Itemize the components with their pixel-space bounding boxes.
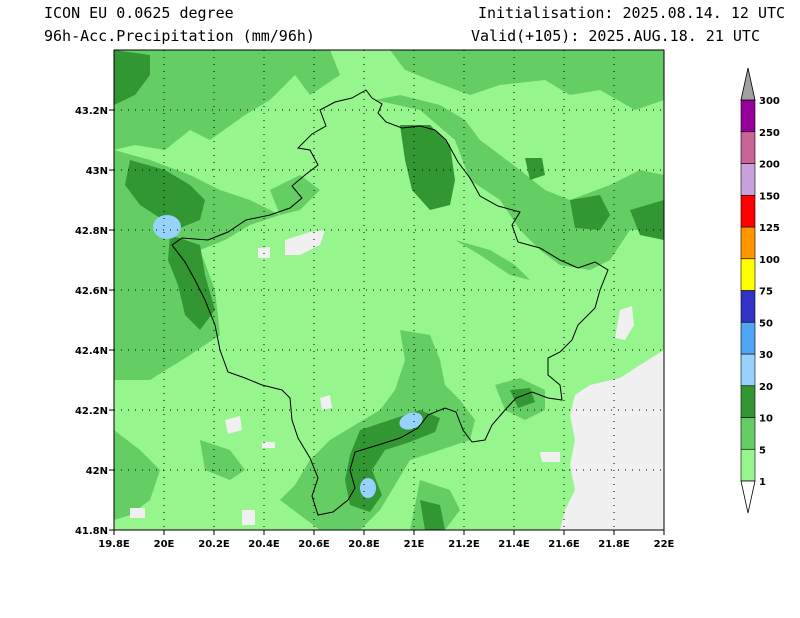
legend-swatch bbox=[740, 417, 756, 450]
lat-label: 41.8N bbox=[75, 526, 108, 537]
precip-field bbox=[114, 50, 664, 530]
legend-swatch bbox=[740, 353, 756, 387]
legend-swatch bbox=[740, 385, 756, 418]
lon-label: 22E bbox=[654, 539, 675, 550]
legend-level-label: 150 bbox=[759, 191, 780, 202]
lon-label: 20.6E bbox=[298, 539, 330, 550]
lon-label: 21E bbox=[404, 539, 425, 550]
lat-label: 42.8N bbox=[75, 226, 108, 237]
legend-swatch bbox=[740, 163, 756, 196]
legend-level-label: 50 bbox=[759, 318, 773, 329]
lat-label: 42.2N bbox=[75, 406, 108, 417]
legend-level-label: 125 bbox=[759, 223, 780, 234]
legend-swatch bbox=[740, 99, 756, 133]
lon-label: 20.4E bbox=[248, 539, 280, 550]
legend-level-label: 30 bbox=[759, 350, 773, 361]
lat-label: 42.4N bbox=[75, 346, 108, 357]
legend-level-label: 300 bbox=[759, 96, 780, 107]
legend-swatch bbox=[740, 290, 756, 323]
model-title: ICON EU 0.0625 degree bbox=[44, 4, 234, 22]
legend-swatch bbox=[740, 131, 756, 164]
color-legend: 1 5 10 20 30 50 75 100 125 150 200 250 300 bbox=[740, 67, 780, 514]
lat-label: 43N bbox=[86, 166, 108, 177]
kosovo-border bbox=[171, 89, 609, 516]
lon-label: 21.8E bbox=[598, 539, 630, 550]
field-title: 96h-Acc.Precipitation (mm/96h) bbox=[44, 27, 315, 45]
legend-swatch bbox=[740, 321, 756, 355]
lat-label: 43.2N bbox=[75, 106, 108, 117]
legend-level-label: 250 bbox=[759, 128, 780, 139]
valid-time: Valid(+105): 2025.AUG.18. 21 UTC bbox=[471, 27, 760, 45]
legend-swatch bbox=[740, 448, 756, 482]
init-time: Initialisation: 2025.08.14. 12 UTC bbox=[478, 4, 786, 22]
lon-label: 19.8E bbox=[98, 539, 130, 550]
lon-label: 21.6E bbox=[548, 539, 580, 550]
lon-label: 20.2E bbox=[198, 539, 230, 550]
legend-level-label: 5 bbox=[759, 445, 766, 456]
legend-level-label: 200 bbox=[759, 160, 780, 171]
no-rain-areas bbox=[130, 230, 664, 530]
lon-label: 21.2E bbox=[448, 539, 480, 550]
lat-label: 42.6N bbox=[75, 286, 108, 297]
legend-level-label: 20 bbox=[759, 382, 773, 393]
precip-10-20-areas bbox=[114, 50, 664, 530]
legend-level-label: 10 bbox=[759, 414, 773, 425]
lon-label: 21.4E bbox=[498, 539, 530, 550]
legend-swatch bbox=[740, 194, 756, 228]
lon-axis: 19.8E 20E 20.2E 20.4E 20.6E 20.8E 21E 21.2E 21.4… bbox=[98, 530, 675, 550]
legend-level-label: 1 bbox=[759, 477, 766, 488]
lat-lon-grid bbox=[114, 50, 664, 530]
legend-swatch bbox=[740, 226, 756, 260]
lat-label: 42N bbox=[86, 466, 108, 477]
legend-above-arrow bbox=[740, 67, 756, 101]
precip-20-30-areas bbox=[153, 215, 423, 498]
lon-label: 20.8E bbox=[348, 539, 380, 550]
legend-level-label: 100 bbox=[759, 255, 780, 266]
legend-below-arrow bbox=[740, 480, 756, 514]
lon-label: 20E bbox=[154, 539, 175, 550]
legend-swatch bbox=[740, 258, 756, 291]
lat-axis: 43.2N 43N 42.8N 42.6N 42.4N 42.2N 42N 41.8N bbox=[75, 106, 114, 537]
legend-level-label: 75 bbox=[759, 287, 773, 298]
